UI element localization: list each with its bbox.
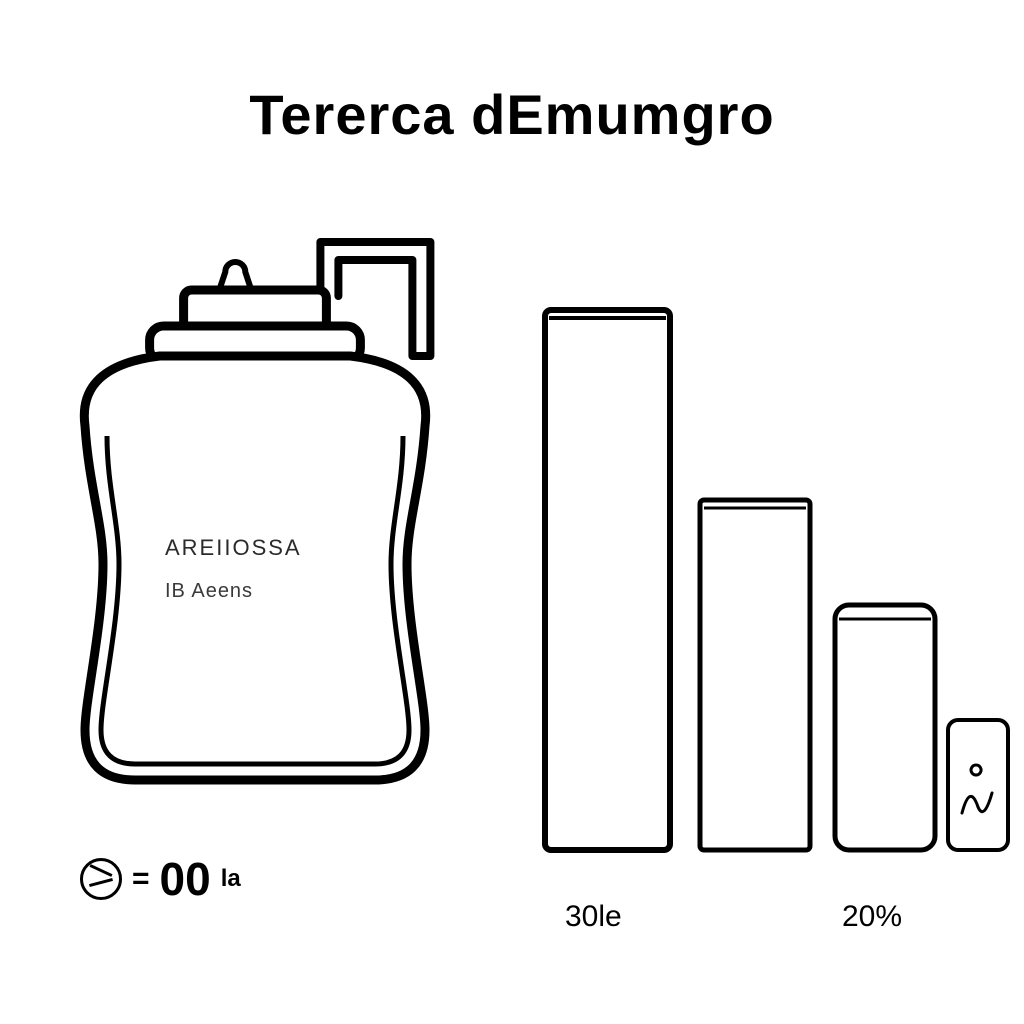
infographic-canvas: Tererca dEmumgro AREIIOSSA IB Aeens = 00… [0, 0, 1024, 1024]
bar-chart [0, 0, 1024, 1024]
bar-3 [948, 720, 1008, 850]
x-axis-label-0: 30le [565, 900, 622, 934]
x-axis-label-1: 20% [842, 900, 902, 934]
bar-1 [700, 500, 810, 850]
bar-2 [835, 605, 935, 850]
bars-group [545, 310, 1008, 850]
bar-0 [545, 310, 670, 850]
